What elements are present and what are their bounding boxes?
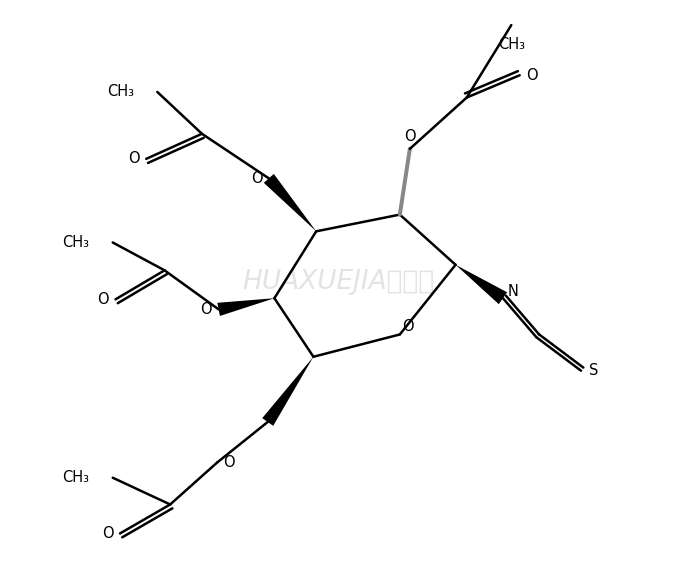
Text: O: O xyxy=(526,68,538,83)
Text: O: O xyxy=(404,129,416,144)
Text: O: O xyxy=(223,455,235,470)
Text: O: O xyxy=(250,171,263,186)
Text: CH₃: CH₃ xyxy=(107,84,134,100)
Polygon shape xyxy=(217,298,274,316)
Text: HUAXUEJIA化学加: HUAXUEJIA化学加 xyxy=(242,269,435,294)
Text: CH₃: CH₃ xyxy=(62,470,89,485)
Text: S: S xyxy=(588,363,598,378)
Text: CH₃: CH₃ xyxy=(62,235,89,250)
Text: O: O xyxy=(97,292,109,307)
Text: O: O xyxy=(128,151,139,166)
Text: O: O xyxy=(102,526,114,541)
Text: N: N xyxy=(508,284,519,299)
Text: O: O xyxy=(200,302,212,317)
Polygon shape xyxy=(456,265,507,304)
Polygon shape xyxy=(262,357,313,426)
Polygon shape xyxy=(264,174,316,231)
Text: O: O xyxy=(402,319,414,334)
Text: CH₃: CH₃ xyxy=(498,37,525,52)
